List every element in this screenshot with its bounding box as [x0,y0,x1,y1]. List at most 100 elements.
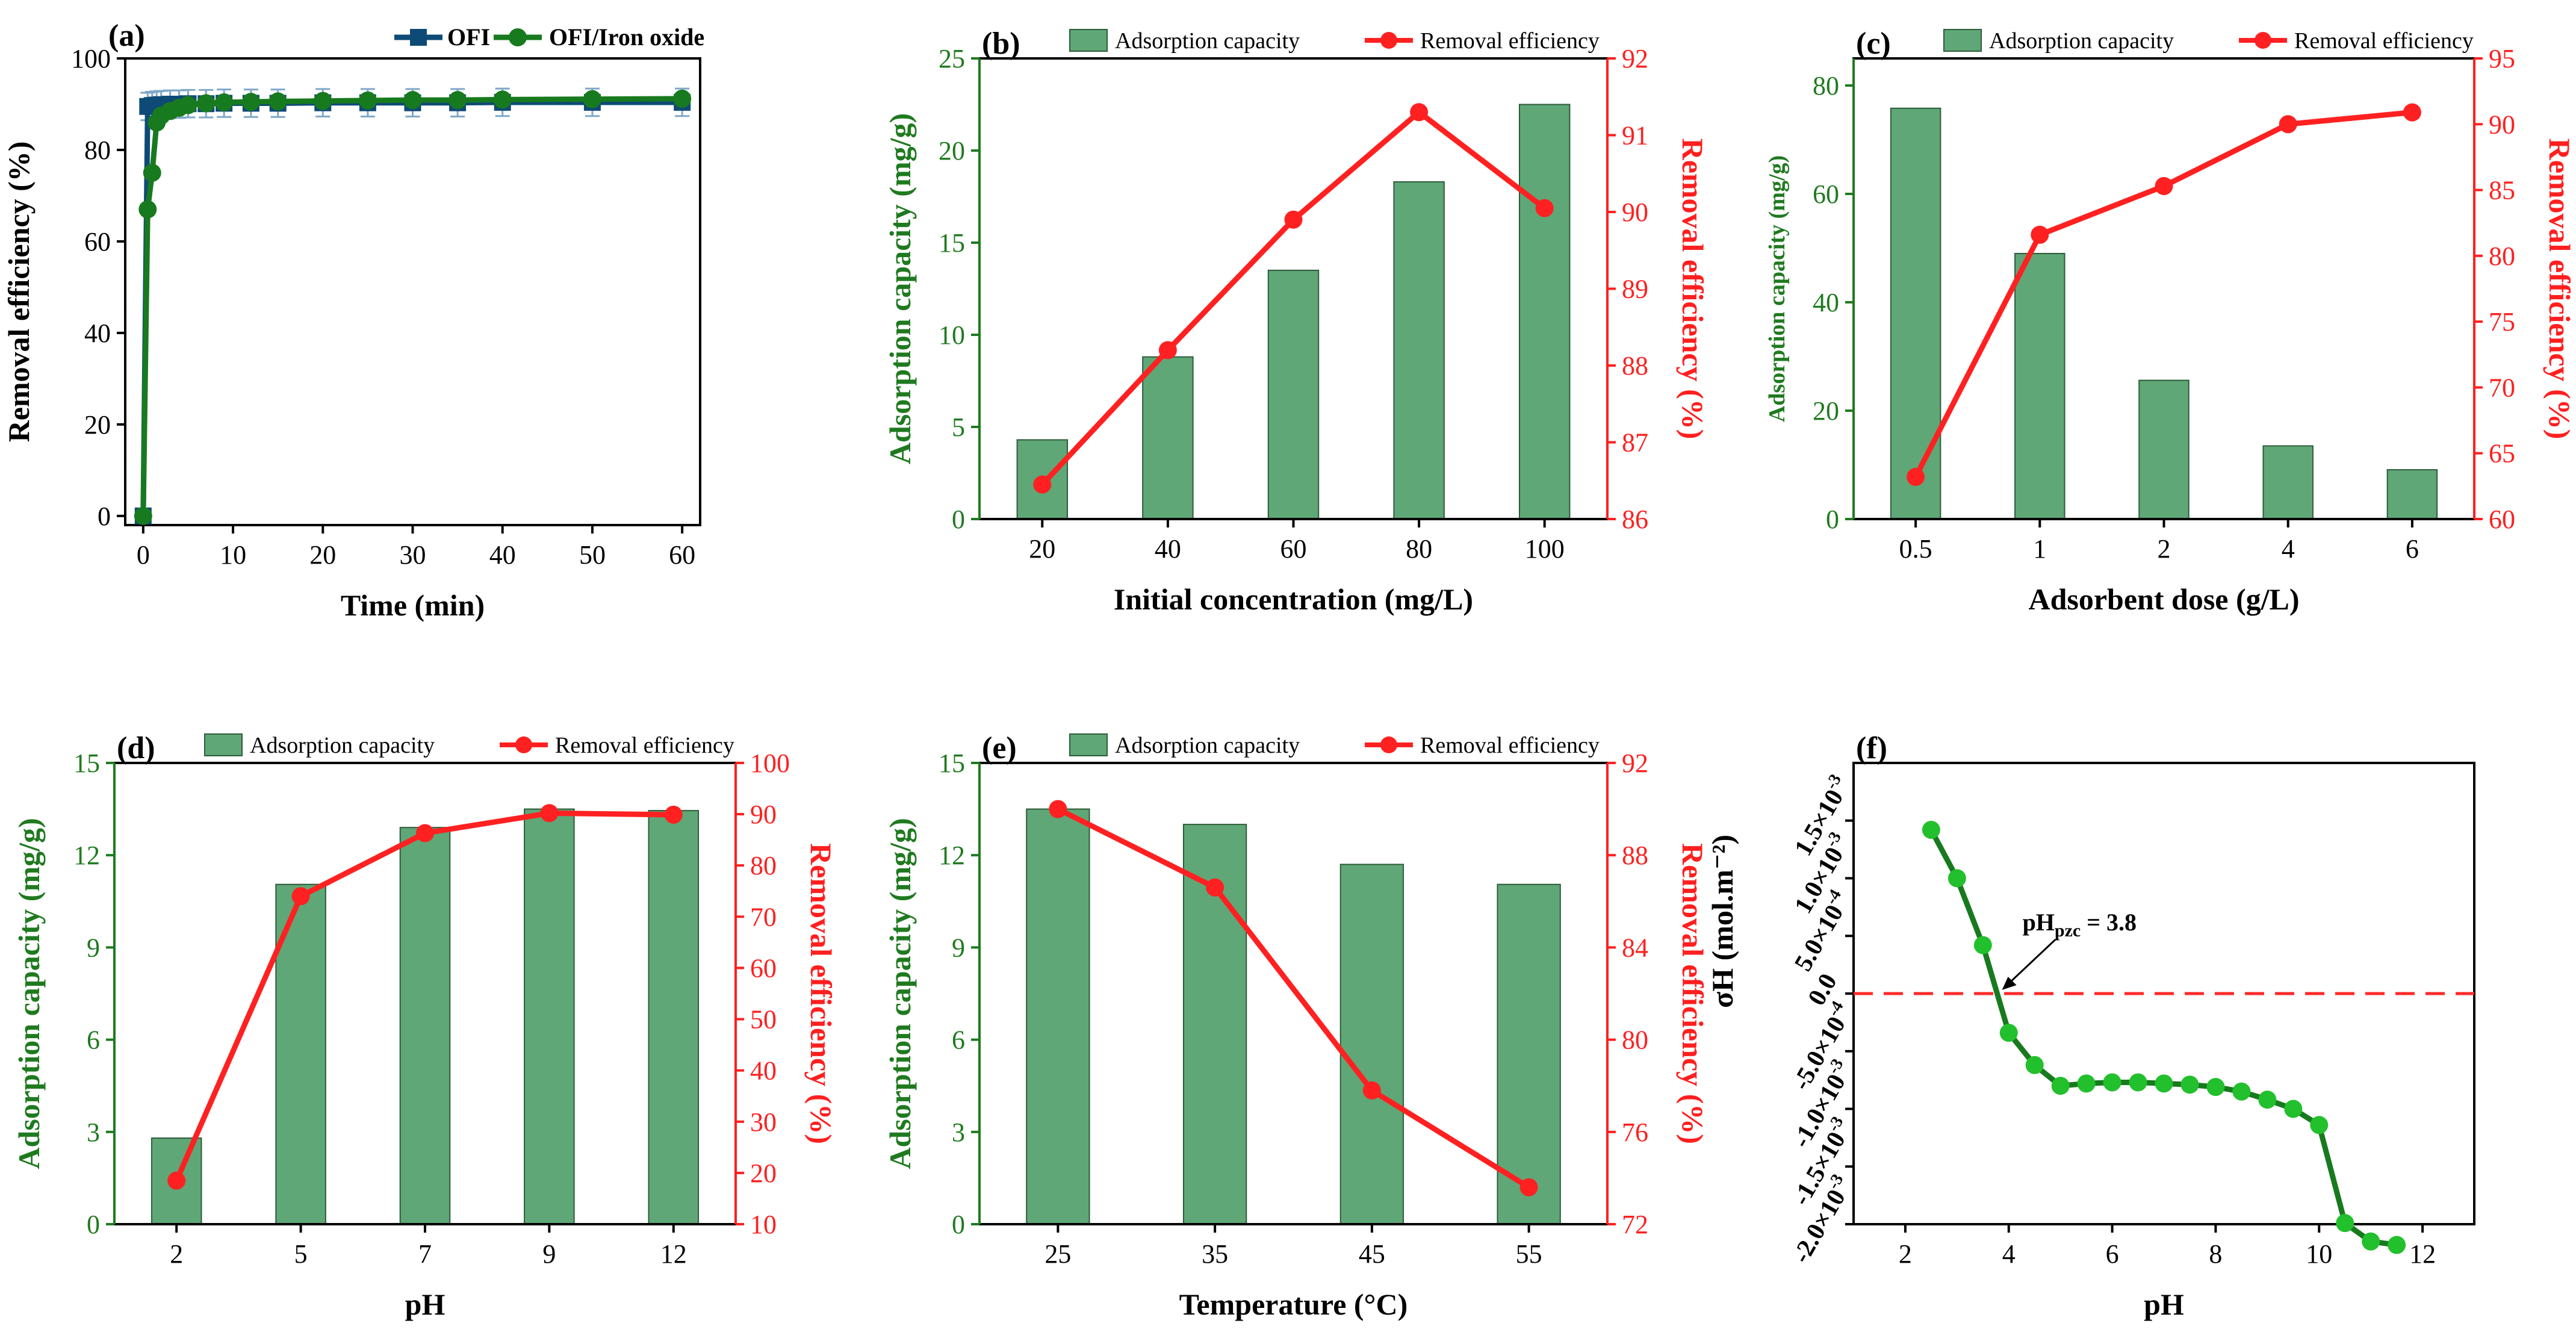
x-axis-label: pH [405,1287,445,1321]
bar [399,827,451,1225]
bar [1026,808,1090,1225]
bar [2014,253,2065,520]
y2-tick-label: 92 [1622,44,1648,73]
y2-tick-label: 60 [750,953,777,983]
y-tick-label: 20 [84,410,111,440]
x-axis-label: pH [2144,1287,2184,1321]
panel-c: 0.5 1 2 4 60204060806065707580859095Adsorben… [1764,26,2576,616]
y2-tick-label: 90 [750,800,777,829]
y2-tick-label: 72 [1622,1210,1648,1239]
y2-tick-label: 80 [2489,241,2515,271]
bar [151,1137,202,1225]
annotation-suffix: = 3.8 [2081,909,2137,936]
annotation-sub: pzc [2055,921,2081,941]
panel-e: 25 35 45 55 0 3 6 9 12 15 72 76 80 84 88 92 Temperature … [883,731,1710,1321]
panel-label: (f) [1856,731,1887,765]
y-tick-label: 100 [71,44,111,73]
y2-tick-label: 87 [1622,428,1648,458]
y-tick-label: 0 [952,1210,965,1239]
legend-ofi-marker [410,29,427,46]
y2-tick-label: 50 [750,1005,777,1035]
series-point [215,93,234,111]
y-tick-label: 0 [952,505,965,534]
legend-line-label: Removal efficiency [1420,733,1600,758]
line-point [1284,210,1303,229]
y2-tick-label: 90 [2489,110,2515,139]
line-point [167,1171,186,1190]
line-point [416,824,434,842]
bar [275,883,326,1225]
y2-axis-label: Removal efficiency (%) [1676,138,1710,440]
y-axis-label: Adsorption capacity (mg/g) [12,818,46,1169]
x-axis-label: Initial concentration (mg/L) [1114,582,1473,616]
line-point [664,805,683,824]
series-point [179,96,197,114]
x-axis-label: Adsorbent dose (g/L) [2028,582,2299,616]
legend-iron-label: OFI/Iron oxide [549,23,704,51]
series-point [493,90,512,109]
x-axis-label: Time (min) [341,588,485,622]
legend-line-marker [1380,32,1397,49]
x-tick-label: 0.5 [1899,534,1932,564]
x-tick-label: 4 [2282,534,2295,564]
y2-tick-label: 60 [2489,505,2515,534]
x-tick-label: 6 [2406,534,2419,564]
series-point [1922,821,1940,839]
y-tick-label: 9 [87,933,100,962]
y-axis-label: Adsorption capacity (mg/g) [1764,155,1790,422]
bar [1339,863,1404,1225]
y2-tick-label: 100 [750,748,790,778]
series-point [673,89,692,108]
legend-bar-label: Adsorption capacity [1989,28,2174,54]
x-tick-label: 40 [489,540,516,570]
x-tick-label: 2 [2158,534,2171,564]
series-point [2103,1073,2121,1092]
annotation-arrowhead [2002,977,2017,990]
y-tick-label: 3 [952,1118,965,1147]
line-point [2279,115,2297,134]
y-tick-label: 15 [939,228,965,258]
legend-bar-label: Adsorption capacity [250,733,435,758]
y-tick-label: 25 [939,44,965,73]
x-tick-label: 80 [1406,534,1432,564]
y-tick-label: 15 [73,748,100,778]
x-tick-label: 10 [2306,1239,2332,1269]
panel-a: 0 10 20 30 40 50 60 0 20 40 60 80 100 Time (min) Remov… [2,19,704,622]
bar [1393,181,1445,520]
series-point [2155,1074,2173,1093]
panel-b: 20 40 60 80 100 0 5 10 15 20 25 86 87 88 89 90 91 92 Initi… [883,26,1710,616]
line-point [540,804,559,823]
series-point [2258,1091,2277,1109]
y2-tick-label: 85 [2489,176,2515,205]
x-tick-label: 40 [1155,534,1181,564]
x-tick-label: 20 [1029,534,1055,564]
annotation-label: pHpzc = 3.8 [2023,909,2137,941]
y2-tick-label: 20 [750,1159,777,1188]
y2-tick-label: 80 [750,851,777,880]
legend-line-marker [515,736,532,753]
y2-tick-label: 70 [750,902,777,932]
series-line [140,99,683,516]
series-point [2336,1214,2354,1233]
y2-tick-label: 80 [1622,1025,1648,1055]
legend-bar-swatch [1943,29,1982,52]
y-tick-label: 9 [952,933,965,962]
y-tick-label: 20 [939,136,965,166]
series-point [2206,1078,2225,1097]
y-tick-label: 80 [84,135,111,165]
series-point [2180,1075,2199,1094]
x-tick-label: 12 [2409,1239,2436,1269]
series-point [314,92,332,110]
y2-tick-label: 84 [1622,933,1648,962]
annotation-text: pH [2023,909,2055,936]
panel-label: (b) [982,26,1020,61]
bar [524,808,575,1225]
series-point [1999,1024,2018,1042]
panel-label: (a) [108,19,145,53]
bar [1890,107,1941,520]
y-tick-label: 60 [1813,179,1839,209]
line-point [1049,800,1067,818]
panel-label: (e) [982,731,1017,765]
y2-axis-label: Removal efficiency (%) [804,843,838,1144]
line-point [1519,1178,1538,1196]
